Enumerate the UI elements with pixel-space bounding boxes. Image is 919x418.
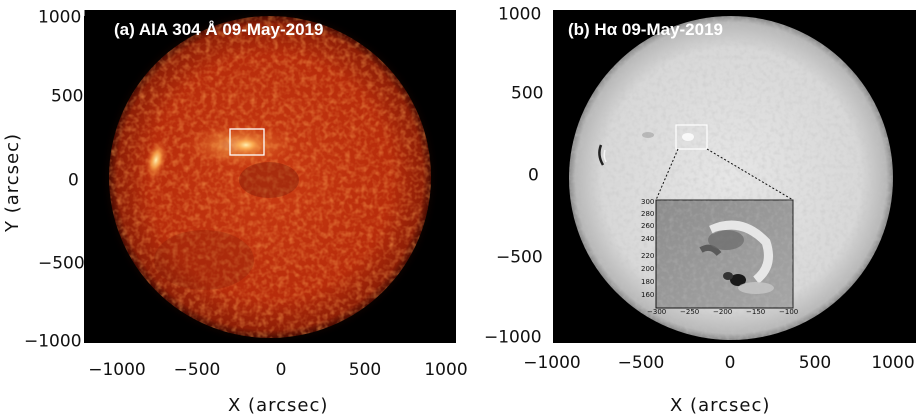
h-alpha-image	[553, 10, 916, 343]
zoom-connector-left	[655, 148, 679, 201]
y-tick-label: 500	[51, 86, 84, 107]
x-tick-label: −500	[173, 360, 221, 380]
inset-y-tick: 240	[641, 235, 655, 243]
inset-y-tick: 260	[641, 222, 655, 230]
y-tick-label: 1000	[38, 7, 82, 28]
x-tick-label: 0	[275, 360, 287, 380]
y-tick-label: −500	[496, 247, 543, 268]
aia-304-image	[84, 10, 456, 343]
y-tick-label: 0	[68, 170, 79, 191]
inset-x-tick: −100	[779, 308, 799, 316]
x-tick-label: −500	[617, 353, 665, 373]
x-tick-label: 1000	[424, 360, 468, 380]
x-tick-label: −1000	[88, 360, 146, 380]
x-tick-label: 500	[798, 353, 832, 373]
panel-b-title: (b) Hα 09-May-2019	[568, 20, 724, 39]
inset-y-tick: 220	[641, 252, 655, 260]
inset-y-tick: 300	[641, 198, 655, 206]
y-tick-label: −500	[38, 253, 85, 274]
region-box	[675, 124, 708, 150]
x-axis-label: X (arcsec)	[670, 395, 771, 416]
x-tick-label: 0	[724, 353, 736, 373]
inset-y-tick: 180	[641, 278, 655, 286]
inset-x-tick: −200	[713, 308, 733, 316]
inset-y-tick: 280	[641, 210, 655, 218]
inset-x-tick: −250	[680, 308, 700, 316]
panel-a-title: (a) AIA 304 Å 09-May-2019	[114, 20, 324, 39]
y-tick-label: 500	[511, 83, 544, 104]
y-tick-label: 1000	[498, 4, 542, 25]
inset-y-tick: 160	[641, 291, 655, 299]
y-tick-label: 0	[528, 165, 539, 186]
x-tick-label: 500	[348, 360, 382, 380]
y-tick-label: −1000	[24, 331, 82, 352]
y-axis-label: Y (arcsec)	[2, 132, 23, 232]
x-axis-label: X (arcsec)	[228, 395, 329, 416]
y-tick-label: −1000	[484, 327, 542, 348]
inset-x-tick: −150	[746, 308, 766, 316]
inset-x-tick: −300	[647, 308, 667, 316]
x-tick-label: −1000	[523, 353, 581, 373]
inset-y-tick: 200	[641, 265, 655, 273]
zoom-connector-right	[706, 148, 794, 201]
zoom-inset	[655, 199, 794, 309]
x-tick-label: 1000	[871, 353, 915, 373]
region-box	[229, 128, 265, 156]
